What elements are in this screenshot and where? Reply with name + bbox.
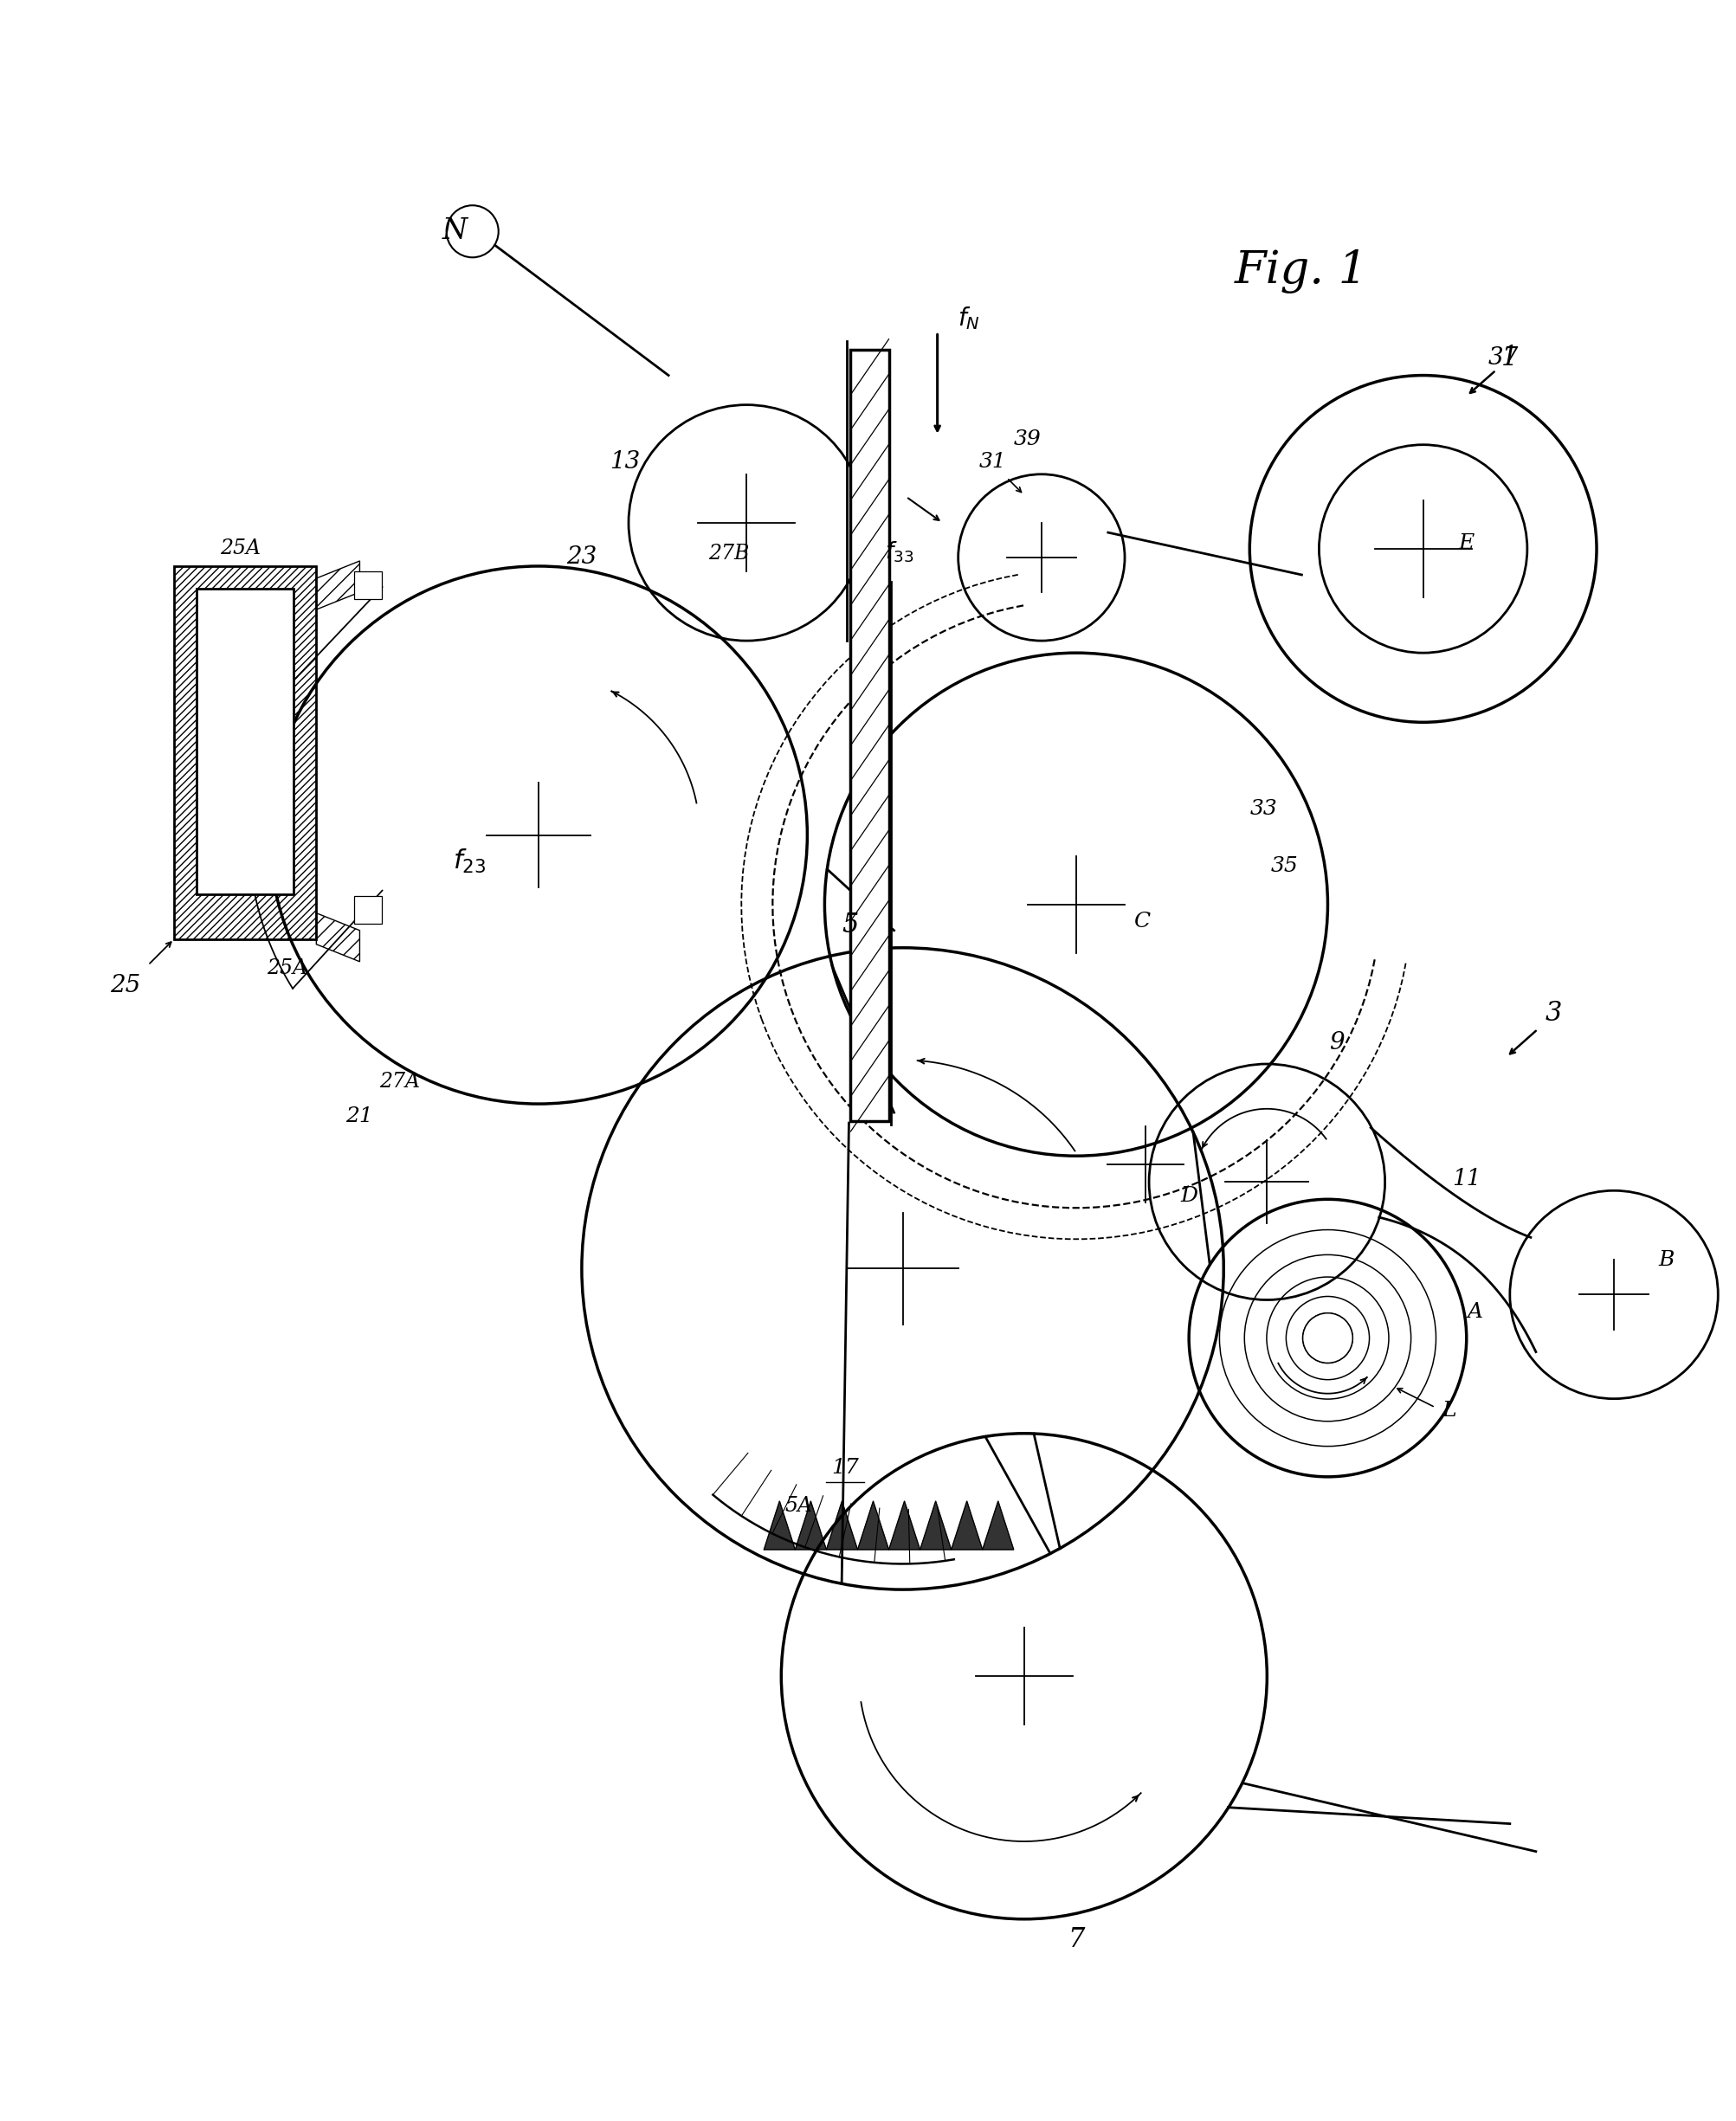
Text: E: E [1458, 534, 1474, 554]
Polygon shape [826, 1502, 858, 1550]
Text: L: L [1443, 1402, 1457, 1421]
Text: 31: 31 [979, 452, 1007, 473]
Text: 23: 23 [566, 545, 597, 568]
Polygon shape [764, 1502, 795, 1550]
Text: 7: 7 [1068, 1926, 1085, 1953]
Bar [196, 590, 293, 893]
Text: 25A: 25A [220, 539, 260, 558]
Text: $f_{33}$: $f_{33}$ [885, 541, 913, 564]
Bar [354, 571, 382, 598]
Polygon shape [951, 1502, 983, 1550]
Text: 9: 9 [1328, 1031, 1344, 1054]
Text: 25A: 25A [267, 959, 307, 978]
Text: 3: 3 [1545, 1001, 1562, 1027]
Polygon shape [920, 1502, 951, 1550]
Text: $f_N$: $f_N$ [958, 305, 979, 331]
Circle shape [1302, 1313, 1352, 1364]
Text: 21: 21 [345, 1105, 373, 1126]
Text: 1: 1 [1502, 344, 1519, 371]
Text: 5: 5 [842, 912, 859, 940]
Text: 13: 13 [609, 450, 641, 473]
Text: C: C [1134, 912, 1151, 931]
Text: 35: 35 [1271, 857, 1299, 876]
Text: 11: 11 [1451, 1169, 1481, 1190]
Text: 27B: 27B [708, 545, 750, 564]
Polygon shape [858, 1502, 889, 1550]
Polygon shape [889, 1502, 920, 1550]
Bar [174, 566, 316, 940]
Text: A: A [1467, 1302, 1483, 1321]
Text: Fig. 1: Fig. 1 [1234, 248, 1368, 293]
Polygon shape [795, 1502, 826, 1550]
Text: 5A: 5A [785, 1495, 812, 1517]
Text: 17: 17 [832, 1457, 859, 1478]
Bar [354, 895, 382, 923]
Text: 25: 25 [111, 974, 141, 997]
Bar [851, 350, 889, 1122]
Polygon shape [983, 1502, 1014, 1550]
Text: 27A: 27A [378, 1071, 420, 1092]
Text: 33: 33 [1250, 800, 1278, 819]
Text: $f_{23}$: $f_{23}$ [453, 846, 486, 876]
Text: 39: 39 [1014, 431, 1042, 450]
Text: 37: 37 [1488, 346, 1519, 369]
Text: D: D [1180, 1186, 1198, 1205]
Text: B: B [1658, 1249, 1674, 1270]
Text: N: N [443, 218, 467, 246]
